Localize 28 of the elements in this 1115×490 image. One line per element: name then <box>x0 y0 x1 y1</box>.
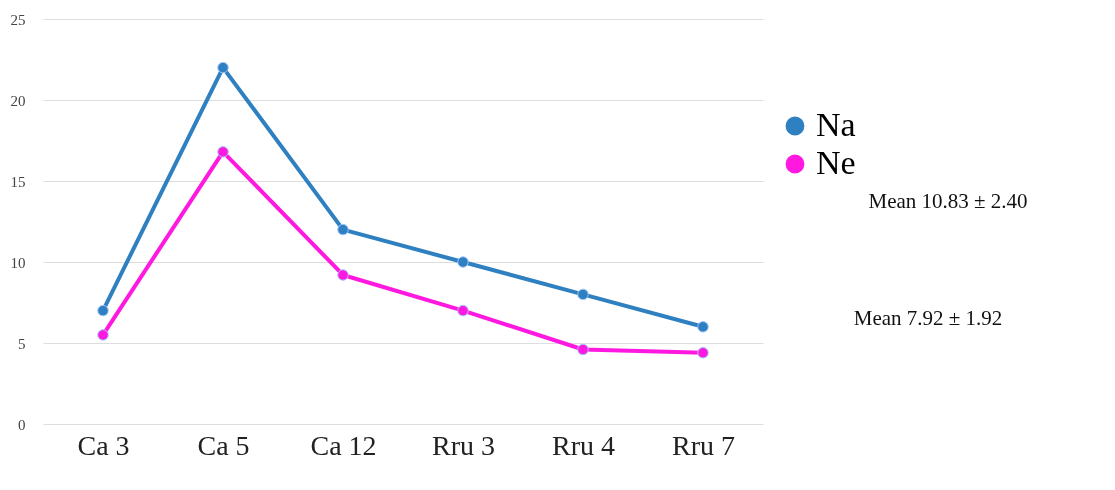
text: Mean 10.83 ± 2.40 <box>868 189 1028 213</box>
point <box>217 61 229 74</box>
x-tick-label: Rru 3 <box>432 429 495 461</box>
legend-label: Ne <box>816 144 856 181</box>
y-tick-label: 5 <box>18 335 26 352</box>
text: Mean 7.92 ± 1.92 <box>853 306 1003 330</box>
y-tick-label: 10 <box>10 254 26 271</box>
x-tick-label: Rru 7 <box>672 429 735 461</box>
point <box>697 321 709 333</box>
point <box>457 304 469 317</box>
point <box>577 288 589 301</box>
point <box>577 343 589 356</box>
point <box>97 304 109 317</box>
x-tick-label: Ca 5 <box>197 429 250 461</box>
point <box>337 269 349 281</box>
y-tick-label: 0 <box>18 416 26 433</box>
x-tick-label: Ca 3 <box>77 429 130 461</box>
point <box>337 223 349 236</box>
y-tick-label: 20 <box>10 92 26 109</box>
x-tick-label: Ca 12 <box>310 429 377 461</box>
x-tick-label: Rru 4 <box>552 429 615 461</box>
y-tick-label: 25 <box>10 11 26 28</box>
point <box>217 146 229 158</box>
point <box>457 256 469 268</box>
point <box>697 346 709 359</box>
y-tick-label: 15 <box>10 173 26 190</box>
point <box>97 329 109 341</box>
legend-label: Na <box>816 106 856 143</box>
